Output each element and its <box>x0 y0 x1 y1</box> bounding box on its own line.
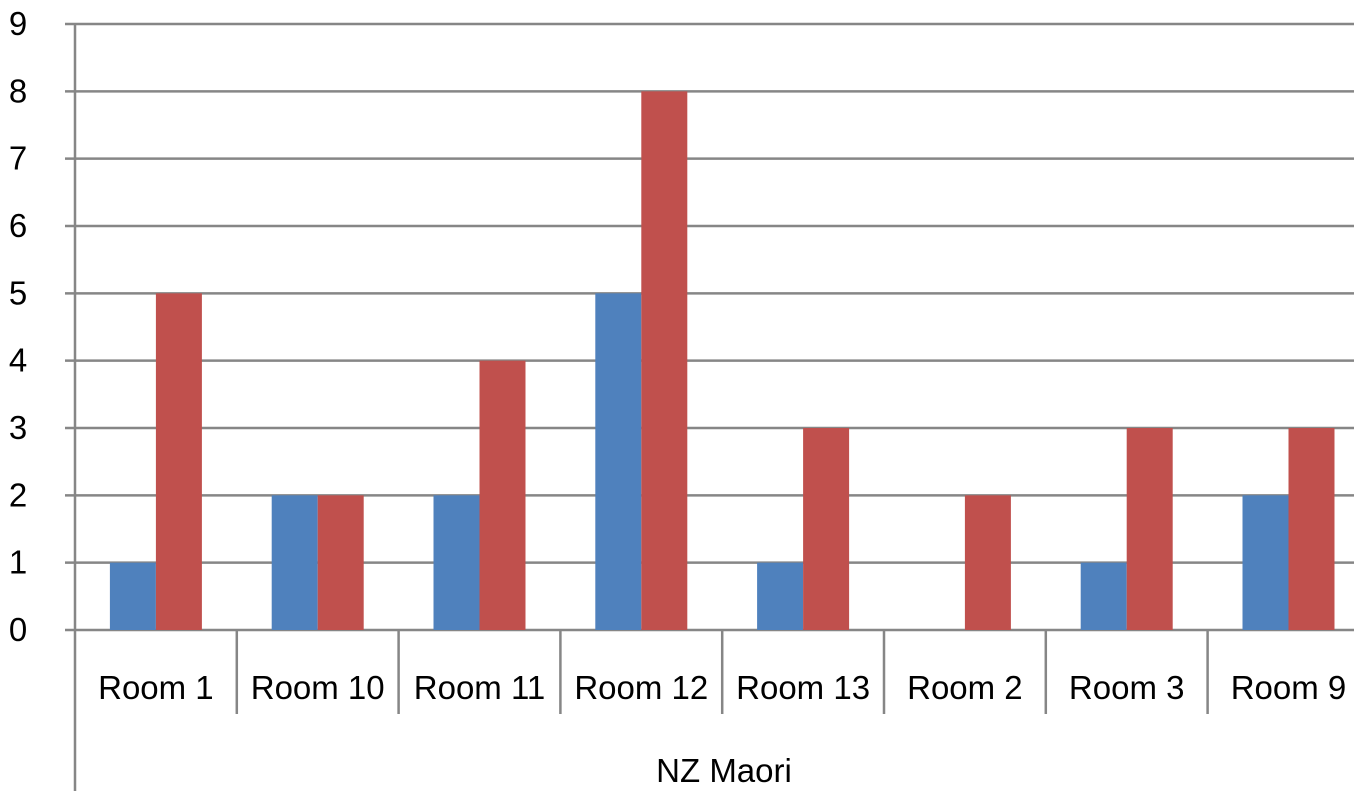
bar-series-2 <box>479 360 526 630</box>
bar-series-2 <box>641 91 688 631</box>
bar-series-1 <box>1080 562 1127 630</box>
category-label: Room 11 <box>414 669 545 706</box>
y-tick-label: 2 <box>9 476 27 513</box>
y-tick-label: 5 <box>9 274 27 311</box>
axes <box>73 24 1209 791</box>
category-label: Room 2 <box>907 669 1023 706</box>
bar-series-2 <box>155 293 202 630</box>
bar-series-2 <box>803 428 850 630</box>
bar-series-2 <box>317 495 364 630</box>
category-group-label: NZ Maori <box>656 752 792 789</box>
y-tick-label: 3 <box>9 409 27 446</box>
bar-series-1 <box>1242 495 1289 630</box>
bar-series-2 <box>964 495 1011 630</box>
bars <box>109 91 1335 631</box>
y-tick-label: 7 <box>9 140 27 177</box>
bar-series-1 <box>595 293 642 630</box>
y-tick-label: 4 <box>9 342 27 379</box>
y-tick-label: 8 <box>9 72 27 109</box>
category-label: Room 10 <box>251 669 385 706</box>
category-label: Room 13 <box>736 669 870 706</box>
category-label: Room 9 <box>1231 669 1347 706</box>
y-tick-label: 0 <box>9 611 27 648</box>
bar-series-2 <box>1288 428 1335 630</box>
y-tick-label: 1 <box>9 544 27 581</box>
category-label: Room 12 <box>574 669 708 706</box>
category-label: Room 1 <box>98 669 214 706</box>
category-labels: Room 1 Room 10 Room 11 Room 12 Room 13 Room 2… <box>98 669 1346 706</box>
bar-series-1 <box>109 562 156 630</box>
y-tick-label: 6 <box>9 207 27 244</box>
bar-series-1 <box>757 562 804 630</box>
bar-series-1 <box>271 495 318 630</box>
y-axis-tick-labels: 0 1 2 3 4 5 6 7 8 9 <box>9 5 27 648</box>
bar-series-2 <box>1126 428 1173 630</box>
y-tick-label: 9 <box>9 5 27 42</box>
bar-series-1 <box>433 495 480 630</box>
category-label: Room 3 <box>1069 669 1185 706</box>
